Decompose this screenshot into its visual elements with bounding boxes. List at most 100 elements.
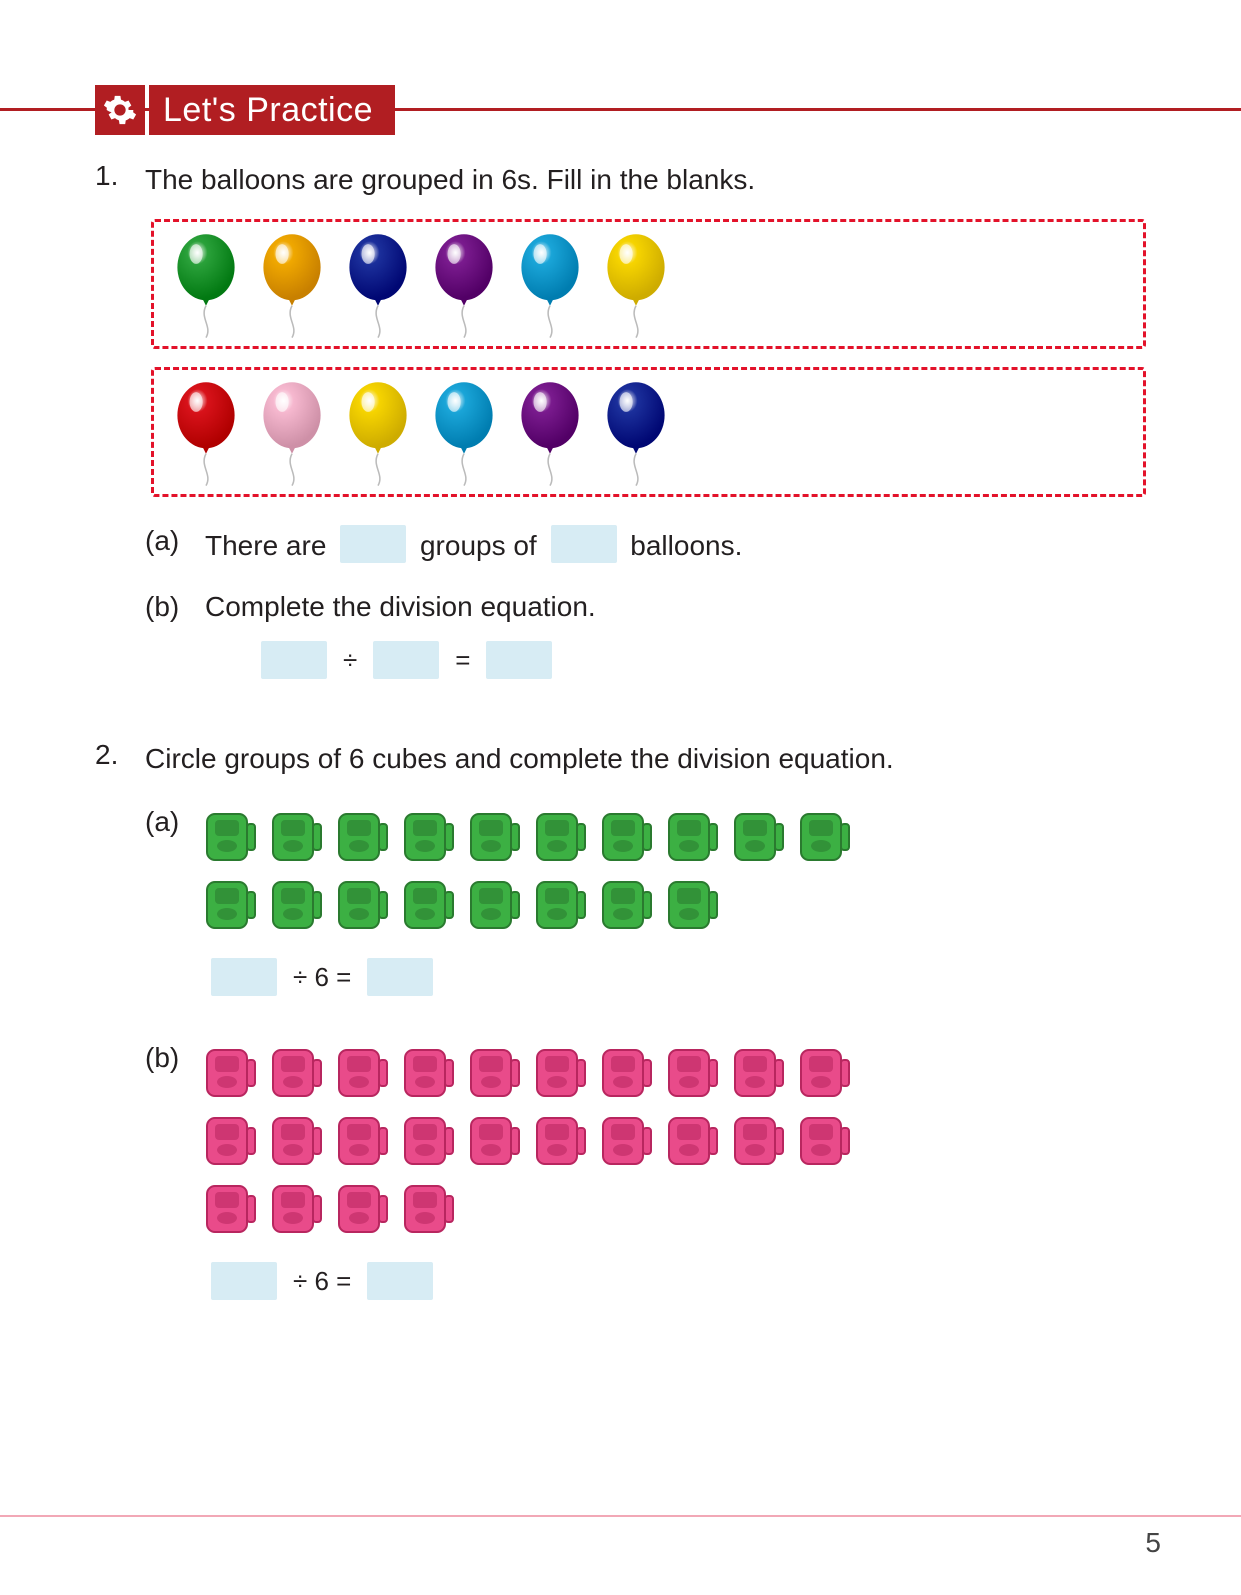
cube-icon xyxy=(535,878,587,932)
q2a-eq-text: ÷ 6 = xyxy=(293,962,351,993)
blank-input[interactable] xyxy=(486,641,552,679)
q1a-pre: There are xyxy=(205,530,326,561)
cube-icon xyxy=(403,1114,455,1168)
blank-input[interactable] xyxy=(551,525,617,563)
header-badge: Let's Practice xyxy=(95,85,395,135)
q1b-label: (b) xyxy=(145,591,187,679)
q1-balloons xyxy=(151,219,1146,497)
cube-icon xyxy=(469,810,521,864)
q1a: (a) There are groups of balloons. xyxy=(145,525,1146,563)
cube-icon xyxy=(733,1114,785,1168)
q1a-mid: groups of xyxy=(420,530,537,561)
q1b-equation: ÷ = xyxy=(255,641,1146,679)
page-number: 5 xyxy=(1145,1527,1161,1559)
cube-icon xyxy=(799,810,851,864)
q2b-label: (b) xyxy=(145,1042,187,1300)
q1a-body: There are groups of balloons. xyxy=(205,525,1146,563)
cube-icon xyxy=(403,1046,455,1100)
cube-icon xyxy=(337,1046,389,1100)
q2a-equation: ÷ 6 = xyxy=(205,958,1146,996)
cube-icon xyxy=(271,878,323,932)
cube-icon xyxy=(535,810,587,864)
cube-icon xyxy=(337,810,389,864)
q1b: (b) Complete the division equation. ÷ = xyxy=(145,591,1146,679)
cube-icon xyxy=(337,1114,389,1168)
balloon-icon xyxy=(344,232,412,342)
q2a: (a) xyxy=(145,806,1146,996)
cube-icon xyxy=(535,1046,587,1100)
blank-input[interactable] xyxy=(367,1262,433,1300)
q1a-label: (a) xyxy=(145,525,187,563)
divide-sym: ÷ xyxy=(343,645,357,676)
q2a-cubes[interactable] xyxy=(205,810,885,932)
cube-icon xyxy=(799,1114,851,1168)
cube-icon xyxy=(469,1114,521,1168)
cube-icon xyxy=(337,878,389,932)
cube-icon xyxy=(601,810,653,864)
question-1: 1. The balloons are grouped in 6s. Fill … xyxy=(95,160,1146,679)
balloon-icon xyxy=(602,380,670,490)
q1-number: 1. xyxy=(95,160,125,679)
cube-icon xyxy=(667,1046,719,1100)
balloon-icon xyxy=(258,232,326,342)
question-2: 2. Circle groups of 6 cubes and complete… xyxy=(95,739,1146,1300)
cube-icon xyxy=(403,810,455,864)
q2a-label: (a) xyxy=(145,806,187,996)
footer-rule xyxy=(0,1515,1241,1517)
cube-icon xyxy=(271,1046,323,1100)
q2b-cubes[interactable] xyxy=(205,1046,885,1236)
balloon-icon xyxy=(516,232,584,342)
balloon-group-2 xyxy=(151,367,1146,497)
q2b-eq-text: ÷ 6 = xyxy=(293,1266,351,1297)
cube-icon xyxy=(601,1114,653,1168)
cube-icon xyxy=(403,878,455,932)
q1-text: The balloons are grouped in 6s. Fill in … xyxy=(145,160,1146,199)
cube-icon xyxy=(667,810,719,864)
cube-icon xyxy=(205,1114,257,1168)
cube-icon xyxy=(205,878,257,932)
cube-icon xyxy=(205,810,257,864)
balloon-group-1 xyxy=(151,219,1146,349)
blank-input[interactable] xyxy=(373,641,439,679)
cube-icon xyxy=(601,878,653,932)
cube-icon xyxy=(271,1182,323,1236)
cube-icon xyxy=(667,878,719,932)
blank-input[interactable] xyxy=(211,1262,277,1300)
cube-icon xyxy=(271,1114,323,1168)
cube-icon xyxy=(799,1046,851,1100)
q2b: (b) xyxy=(145,1042,1146,1300)
balloon-icon xyxy=(516,380,584,490)
q1a-post: balloons. xyxy=(630,530,742,561)
cube-icon xyxy=(469,1046,521,1100)
cube-icon xyxy=(271,810,323,864)
q2b-equation: ÷ 6 = xyxy=(205,1262,1146,1300)
cube-icon xyxy=(535,1114,587,1168)
blank-input[interactable] xyxy=(261,641,327,679)
balloon-icon xyxy=(172,232,240,342)
equals-sym: = xyxy=(455,645,470,676)
q2-text: Circle groups of 6 cubes and complete th… xyxy=(145,739,1146,778)
gear-icon xyxy=(95,85,145,135)
content: 1. The balloons are grouped in 6s. Fill … xyxy=(95,150,1146,1300)
balloon-icon xyxy=(258,380,326,490)
cube-icon xyxy=(601,1046,653,1100)
cube-icon xyxy=(469,878,521,932)
cube-icon xyxy=(337,1182,389,1236)
cube-icon xyxy=(733,1046,785,1100)
q2-number: 2. xyxy=(95,739,125,1300)
balloon-icon xyxy=(430,232,498,342)
blank-input[interactable] xyxy=(211,958,277,996)
blank-input[interactable] xyxy=(367,958,433,996)
cube-icon xyxy=(205,1182,257,1236)
section-title: Let's Practice xyxy=(149,85,395,135)
q1b-text: Complete the division equation. xyxy=(205,591,1146,623)
blank-input[interactable] xyxy=(340,525,406,563)
balloon-icon xyxy=(602,232,670,342)
cube-icon xyxy=(403,1182,455,1236)
cube-icon xyxy=(667,1114,719,1168)
balloon-icon xyxy=(172,380,240,490)
cube-icon xyxy=(205,1046,257,1100)
balloon-icon xyxy=(430,380,498,490)
cube-icon xyxy=(733,810,785,864)
balloon-icon xyxy=(344,380,412,490)
